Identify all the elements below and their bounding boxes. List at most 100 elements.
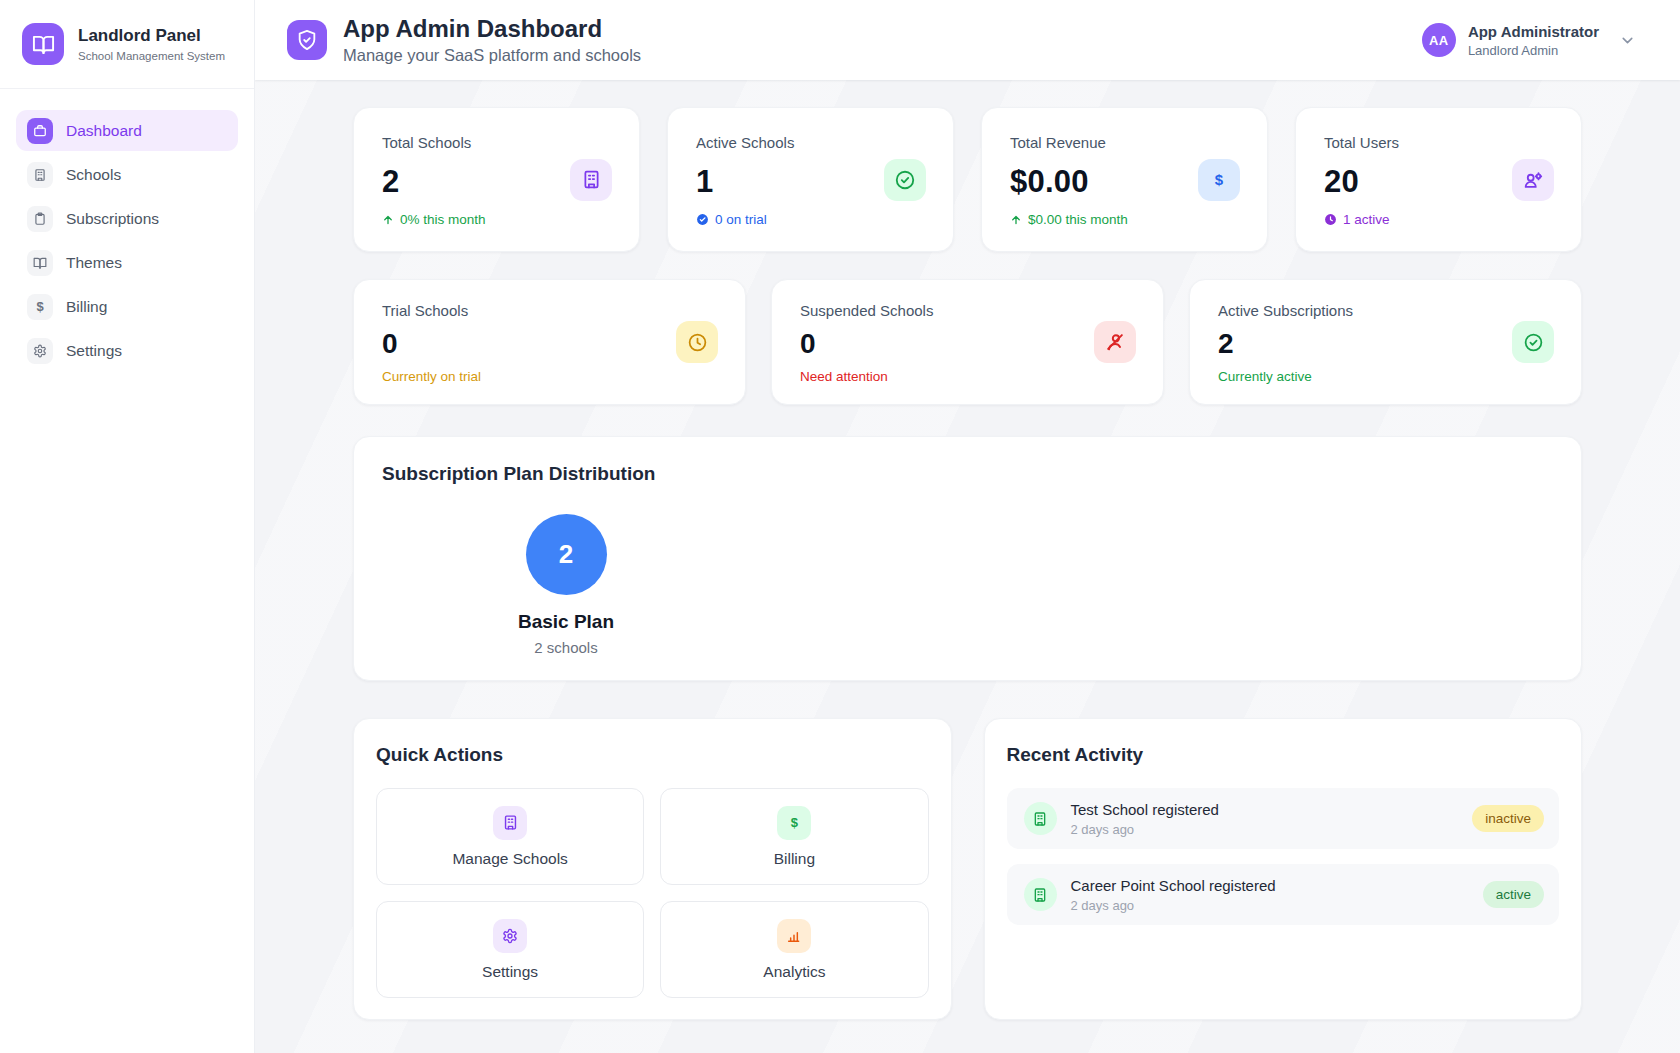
quick-action-analytics[interactable]: Analytics [660,901,928,998]
sidebar-item-schools[interactable]: Schools [16,154,238,195]
sidebar-item-label: Themes [66,254,122,272]
page-subtitle: Manage your SaaS platform and schools [343,46,641,65]
sidebar: Landlord Panel School Management System … [0,0,255,1053]
brand-title: Landlord Panel [78,26,225,46]
stat-card-trial-schools: Trial Schools 0 Currently on trial [353,279,746,405]
activity-item: Test School registered 2 days ago inacti… [1007,788,1560,849]
dollar-icon: $ [777,806,811,840]
shield-check-icon [287,20,327,60]
quick-action-label: Settings [482,963,538,981]
stat-card-total-schools: Total Schools 2 0% this month [353,107,640,252]
stat-label: Trial Schools [382,302,717,319]
section-title: Quick Actions [376,744,929,766]
topbar: App Admin Dashboard Manage your SaaS pla… [255,0,1680,80]
bar-chart-icon [777,919,811,953]
stat-value: 2 [1218,328,1553,360]
book-open-icon [27,250,53,276]
activity-item: Career Point School registered 2 days ag… [1007,864,1560,925]
section-title: Subscription Plan Distribution [382,463,1553,485]
check-circle-icon [1512,321,1554,363]
stat-sub-text: Currently active [1218,369,1553,384]
quick-action-label: Billing [774,850,815,868]
stat-sub-text: Currently on trial [382,369,717,384]
sidebar-item-dashboard[interactable]: Dashboard [16,110,238,151]
stat-label: Total Revenue [1010,134,1239,151]
activity-title: Career Point School registered [1071,877,1276,894]
status-badge: active [1483,881,1544,908]
sidebar-item-billing[interactable]: $ Billing [16,286,238,327]
recent-activity-card: Recent Activity Test School registered 2… [984,718,1583,1020]
stat-sub-text: 0% this month [400,212,486,227]
stat-value: 0 [382,328,717,360]
stat-sub-text: 0 on trial [715,212,767,227]
activity-time: 2 days ago [1071,822,1219,837]
main-area: App Admin Dashboard Manage your SaaS pla… [255,0,1680,1053]
arrow-up-icon [1010,214,1022,226]
activity-title: Test School registered [1071,801,1219,818]
plan-name: Basic Plan [518,611,614,633]
brand-logo [22,23,64,65]
gear-icon [493,919,527,953]
quick-action-manage-schools[interactable]: Manage Schools [376,788,644,885]
section-title: Recent Activity [1007,744,1560,766]
clock-icon [1324,213,1337,226]
plan-schools: 2 schools [534,639,597,656]
stat-card-suspended-schools: Suspended Schools 0 Need attention [771,279,1164,405]
building-icon [1024,802,1057,835]
user-role: Landlord Admin [1468,43,1599,58]
building-icon [27,162,53,188]
sidebar-item-label: Dashboard [66,122,142,140]
plan-item: 2 Basic Plan 2 schools [476,514,656,656]
quick-action-settings[interactable]: Settings [376,901,644,998]
clock-icon [676,321,718,363]
plan-count-circle: 2 [526,514,607,595]
brand: Landlord Panel School Management System [0,0,254,89]
clipboard-icon [27,206,53,232]
page-title: App Admin Dashboard [343,15,641,43]
stat-card-active-subscriptions: Active Subscriptions 2 Currently active [1189,279,1582,405]
stat-card-active-schools: Active Schools 1 0 on trial [667,107,954,252]
stat-card-total-users: Total Users 20 1 active [1295,107,1582,252]
dollar-icon: $ [1198,159,1240,201]
sidebar-item-subscriptions[interactable]: Subscriptions [16,198,238,239]
sidebar-item-label: Subscriptions [66,210,159,228]
sidebar-nav: Dashboard Schools Subscriptions Themes $… [0,89,254,395]
sidebar-item-label: Billing [66,298,107,316]
activity-time: 2 days ago [1071,898,1276,913]
quick-action-billing[interactable]: $ Billing [660,788,928,885]
stat-label: Suspended Schools [800,302,1135,319]
building-icon [1024,878,1057,911]
quick-action-label: Analytics [763,963,825,981]
quick-actions-grid: Manage Schools $ Billing Settings [376,788,929,998]
user-gear-icon [1512,159,1554,201]
status-badge: inactive [1472,805,1544,832]
stats-row-2: Trial Schools 0 Currently on trial Suspe… [353,279,1582,405]
stats-row-1: Total Schools 2 0% this month Active Sch… [353,107,1582,252]
brand-subtitle: School Management System [78,50,225,62]
gear-icon [27,338,53,364]
building-icon [570,159,612,201]
sidebar-item-label: Settings [66,342,122,360]
stat-sub-text: $0.00 this month [1028,212,1128,227]
stat-label: Active Schools [696,134,925,151]
content: Total Schools 2 0% this month Active Sch… [255,80,1680,1020]
dollar-icon: $ [27,294,53,320]
stat-value: 0 [800,328,1135,360]
stat-label: Active Subscriptions [1218,302,1553,319]
user-slash-icon [1094,321,1136,363]
sidebar-item-settings[interactable]: Settings [16,330,238,371]
sidebar-item-themes[interactable]: Themes [16,242,238,283]
chevron-down-icon [1619,32,1636,49]
user-menu[interactable]: AA App Administrator Landlord Admin [1422,23,1636,58]
quick-actions-card: Quick Actions Manage Schools $ Billing [353,718,952,1020]
stat-label: Total Schools [382,134,611,151]
check-badge-icon [696,213,709,226]
book-open-icon [32,33,55,56]
building-icon [493,806,527,840]
activity-list: Test School registered 2 days ago inacti… [1007,788,1560,925]
stat-card-total-revenue: Total Revenue $0.00 $0.00 this month $ [981,107,1268,252]
bottom-section: Quick Actions Manage Schools $ Billing [353,718,1582,1020]
stat-label: Total Users [1324,134,1553,151]
sidebar-item-label: Schools [66,166,121,184]
quick-action-label: Manage Schools [452,850,567,868]
